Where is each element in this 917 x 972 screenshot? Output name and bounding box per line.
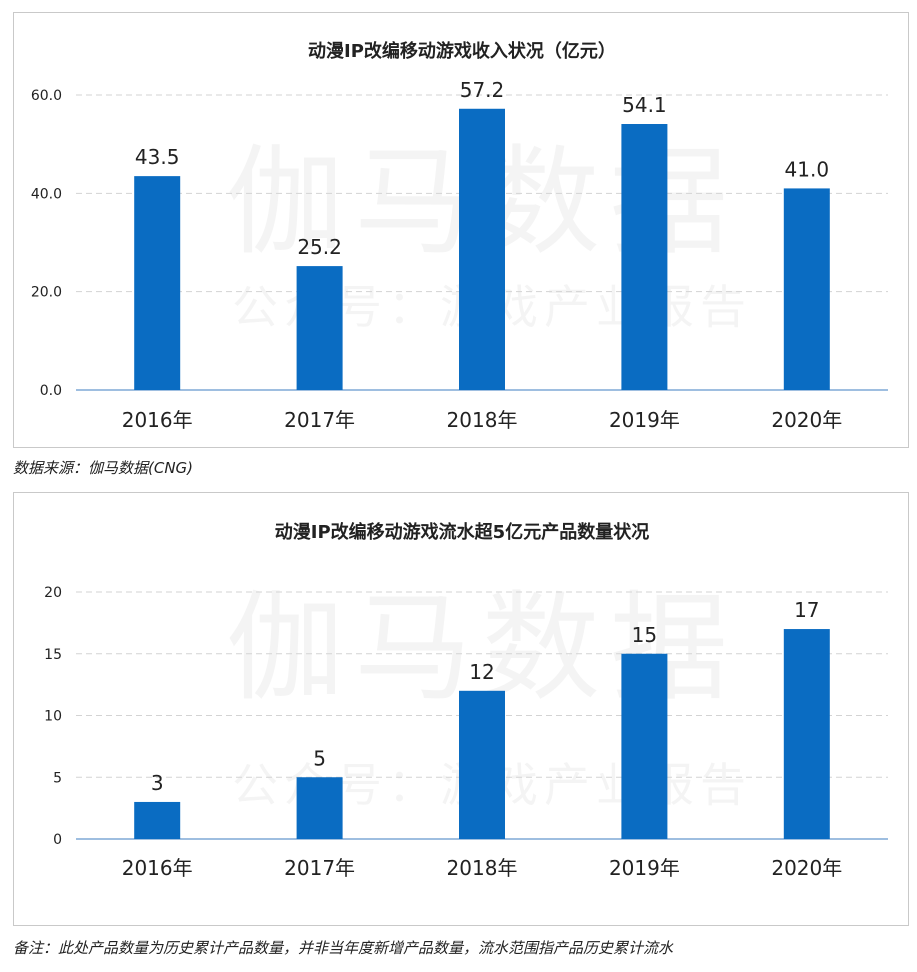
x-category-label: 2019年	[609, 408, 680, 432]
bar-value-label: 3	[151, 771, 164, 795]
x-category-label: 2017年	[284, 408, 355, 432]
bar-value-label: 54.1	[622, 93, 667, 117]
y-tick-label: 15	[44, 647, 62, 663]
bar-value-label: 41.0	[785, 157, 830, 181]
y-tick-label: 20	[44, 585, 62, 601]
bar	[134, 176, 181, 390]
y-tick-label: 10	[44, 709, 62, 725]
x-category-label: 2019年	[609, 856, 680, 880]
product-count-chart: 伽马数据公众号：游戏产业报告动漫IP改编移动游戏流水超5亿元产品数量状况0510…	[44, 521, 888, 880]
x-category-label: 2018年	[447, 856, 518, 880]
revenue-chart: 伽马数据公众号：游戏产业报告动漫IP改编移动游戏收入状况（亿元）0.020.04…	[31, 40, 888, 432]
x-category-label: 2016年	[122, 856, 193, 880]
bar	[459, 108, 505, 391]
bar-value-label: 43.5	[135, 145, 180, 169]
bar	[134, 801, 181, 839]
bar	[783, 188, 830, 390]
x-category-label: 2020年	[771, 856, 842, 880]
bar-value-label: 15	[632, 623, 657, 647]
x-category-label: 2016年	[122, 408, 193, 432]
chart-title: 动漫IP改编移动游戏收入状况（亿元）	[308, 40, 616, 62]
bar	[621, 124, 668, 390]
chart-title: 动漫IP改编移动游戏流水超5亿元产品数量状况	[275, 521, 649, 543]
y-tick-label: 20.0	[31, 285, 62, 301]
bar-value-label: 57.2	[460, 78, 505, 102]
note-caption: 备注：此处产品数量为历史累计产品数量，并非当年度新增产品数量，流水范围指产品历史…	[13, 939, 674, 957]
bar-value-label: 17	[794, 598, 819, 622]
x-category-label: 2020年	[771, 408, 842, 432]
bar-value-label: 25.2	[297, 235, 342, 259]
y-tick-label: 60.0	[31, 88, 62, 104]
y-tick-label: 40.0	[31, 186, 62, 202]
product-count-chart-panel: 伽马数据公众号：游戏产业报告动漫IP改编移动游戏流水超5亿元产品数量状况0510…	[13, 492, 909, 926]
x-category-label: 2017年	[284, 856, 355, 880]
bar	[459, 690, 505, 839]
source-caption: 数据来源：伽马数据(CNG)	[13, 459, 194, 477]
bar	[296, 777, 343, 839]
y-tick-label: 5	[53, 770, 62, 786]
bar-value-label: 5	[313, 746, 326, 770]
revenue-chart-panel: 伽马数据公众号：游戏产业报告动漫IP改编移动游戏收入状况（亿元）0.020.04…	[13, 12, 909, 448]
bar	[621, 653, 668, 839]
x-category-label: 2018年	[447, 408, 518, 432]
bar-value-label: 12	[469, 660, 494, 684]
y-tick-label: 0	[53, 832, 62, 848]
bar	[783, 629, 830, 839]
y-tick-label: 0.0	[40, 383, 62, 399]
bar	[296, 266, 343, 390]
